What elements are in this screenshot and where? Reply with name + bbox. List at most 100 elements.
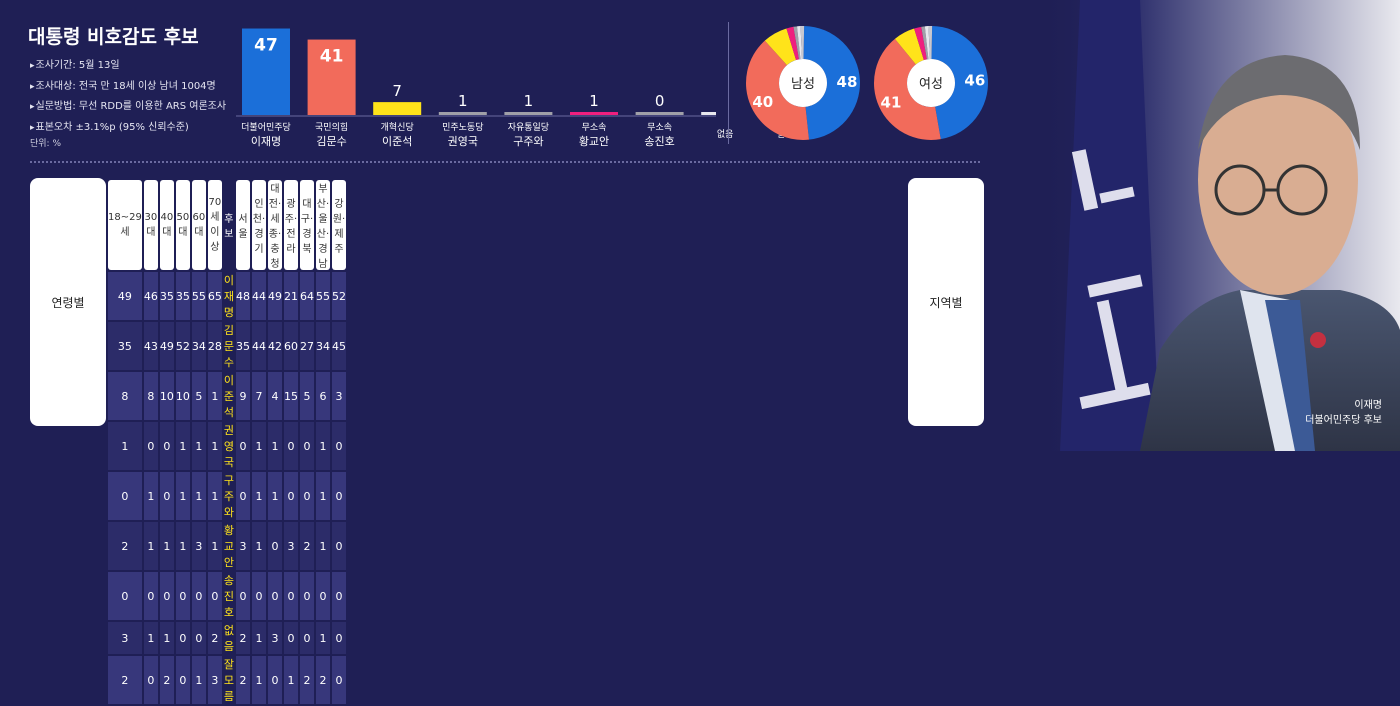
pie-female-wrap: 46 41 여성 [872, 24, 990, 146]
column-header: 광주·전라 [283, 180, 298, 270]
table-row: 3 1 1 0 0 2 없음 2 1 3 0 0 1 0 [108, 622, 346, 654]
candidate-name-cell: 이재명 [223, 274, 234, 319]
bar-value-label: 1 [458, 92, 468, 110]
value-cell: 44 [251, 272, 266, 320]
value-cell: 2 [207, 622, 222, 654]
bar-category-label: 무소속 송진호 [644, 123, 675, 148]
candidate-name-cell: 없음 [223, 624, 234, 653]
value-cell: 0 [331, 572, 346, 620]
bar-value-label: 47 [254, 36, 278, 56]
value-cell: 28 [207, 322, 222, 370]
column-header: 후보 [224, 214, 234, 240]
value-cell: 0 [283, 622, 298, 654]
value-cell: 1 [251, 622, 266, 654]
value-cell: 0 [283, 472, 298, 520]
value-cell: 3 [108, 622, 142, 654]
bar-category-label: 없음 [716, 130, 734, 140]
value-cell: 55 [315, 272, 330, 320]
value-cell: 1 [315, 422, 330, 470]
column-header: 대전·세종·충청 [267, 180, 282, 270]
bar-chart: 47417111011 [236, 28, 716, 117]
value-cell: 0 [175, 572, 190, 620]
value-cell: 0 [108, 572, 142, 620]
value-cell: 0 [108, 472, 142, 520]
value-cell: 0 [159, 422, 174, 470]
pie-slice [914, 26, 927, 61]
value-cell: 1 [267, 472, 282, 520]
candidate-name-cell: 잘 모름 [223, 658, 234, 703]
value-cell: 0 [331, 656, 346, 704]
bar-value-label: 1 [589, 92, 599, 110]
value-cell: 6 [315, 372, 330, 420]
value-cell: 21 [283, 272, 298, 320]
value-cell: 2 [235, 656, 250, 704]
pie-male-wrap: 48 40 남성 [744, 24, 862, 146]
value-cell: 0 [331, 472, 346, 520]
value-cell: 1 [315, 522, 330, 570]
bar-황교안 [570, 112, 618, 115]
value-cell: 1 [251, 522, 266, 570]
chart-title: 대통령 비호감도 후보 [28, 26, 199, 48]
value-cell: 2 [108, 522, 142, 570]
value-cell: 2 [235, 622, 250, 654]
value-cell: 0 [299, 422, 314, 470]
value-cell: 45 [331, 322, 346, 370]
pie-slice [931, 26, 988, 140]
value-cell: 0 [251, 572, 266, 620]
bar-category-label: 민주노동당 권영국 [442, 123, 484, 148]
pie-slice [800, 26, 805, 60]
table-row: 0 0 0 0 0 0 송진호 0 0 0 0 0 0 0 [108, 572, 346, 620]
survey-info: 조사기간: 5월 13일 조사대상: 전국 만 18세 이상 남녀 1004명 … [30, 56, 227, 138]
pie-slice [796, 26, 802, 60]
value-cell: 2 [299, 656, 314, 704]
value-cell: 0 [283, 422, 298, 470]
bar-value-label: 7 [392, 82, 402, 100]
value-cell: 7 [251, 372, 266, 420]
value-cell: 10 [175, 372, 190, 420]
bar-value-label: 0 [655, 92, 665, 110]
bar-category-label: 개혁신당 이준석 [380, 123, 414, 148]
value-cell: 10 [159, 372, 174, 420]
value-cell: 52 [331, 272, 346, 320]
value-cell: 1 [251, 656, 266, 704]
unit-label: 단위: % [30, 139, 62, 149]
value-cell: 0 [299, 472, 314, 520]
value-cell: 3 [207, 656, 222, 704]
info-method: 실문방법: 무선 RDD를 이용한 ARS 여론조사 [30, 97, 227, 118]
value-cell: 1 [191, 472, 206, 520]
value-cell: 4 [267, 372, 282, 420]
value-cell: 0 [175, 656, 190, 704]
value-cell: 0 [331, 422, 346, 470]
value-cell: 0 [299, 572, 314, 620]
table-header: 18~29세 30대 40대 50대 60대 70세 이상 후보 서울 인천·경기 대전·세종·충… [108, 180, 346, 270]
value-cell: 1 [175, 472, 190, 520]
bar-category-label: 무소속 황교안 [578, 123, 610, 148]
value-cell: 3 [235, 522, 250, 570]
table-row: 1 0 0 1 1 1 권영국 0 1 1 0 0 1 0 [108, 422, 346, 470]
column-header: 40대 [159, 180, 174, 270]
pie-slice [921, 26, 929, 60]
column-header: 18~29세 [108, 180, 142, 270]
value-cell: 1 [315, 622, 330, 654]
value-cell: 60 [283, 322, 298, 370]
value-cell: 49 [267, 272, 282, 320]
value-cell: 0 [235, 422, 250, 470]
value-cell: 1 [283, 656, 298, 704]
bar-이재명 [242, 28, 290, 115]
pie-slice [764, 28, 797, 66]
value-cell: 49 [108, 272, 142, 320]
value-cell: 49 [159, 322, 174, 370]
value-cell: 42 [267, 322, 282, 370]
value-cell: 1 [207, 372, 222, 420]
value-cell: 15 [283, 372, 298, 420]
value-cell: 1 [175, 522, 190, 570]
value-cell: 0 [267, 522, 282, 570]
value-cell: 0 [159, 572, 174, 620]
value-cell: 1 [207, 422, 222, 470]
value-cell: 0 [283, 572, 298, 620]
value-cell: 0 [159, 472, 174, 520]
value-cell: 0 [143, 656, 158, 704]
column-header: 대구·경북 [299, 180, 314, 270]
dotted-separator [30, 161, 980, 163]
